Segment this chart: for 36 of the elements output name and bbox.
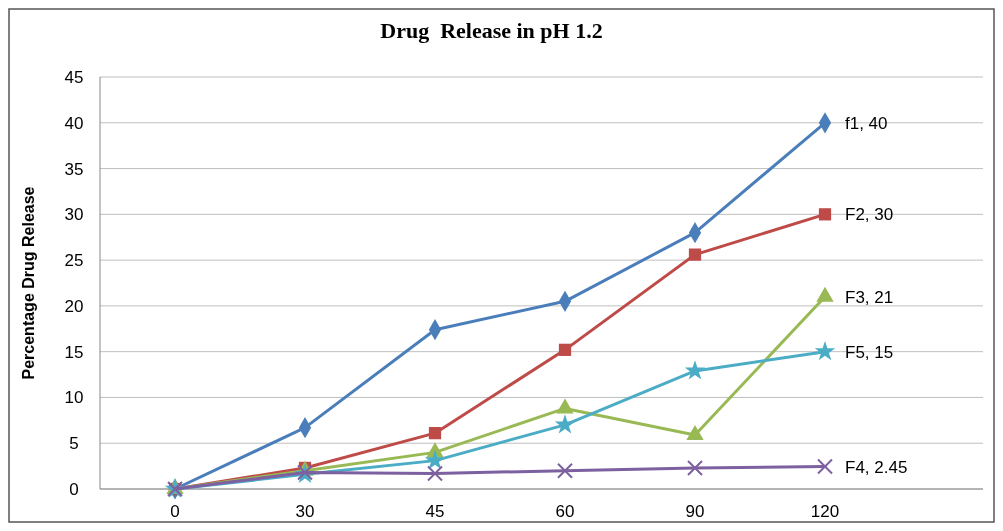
y-tick-label: 0	[69, 479, 79, 499]
y-axis-title: Percentage Drug Release	[20, 186, 37, 380]
x-tick-label: 45	[425, 502, 445, 521]
point	[428, 427, 442, 440]
y-tick-label: 30	[64, 205, 84, 225]
data-label: F3, 21	[845, 287, 894, 307]
point	[688, 248, 702, 261]
x-tick-label: 120	[810, 502, 840, 521]
y-tick-label: 40	[64, 113, 84, 133]
point	[816, 458, 834, 475]
y-tick-label: 35	[64, 159, 84, 179]
point	[558, 343, 572, 356]
x-tick-label: 0	[170, 502, 180, 521]
point	[424, 449, 446, 470]
point	[556, 398, 574, 414]
x-tick-label: 60	[555, 502, 575, 521]
point	[686, 459, 704, 476]
data-label: f1, 40	[845, 113, 888, 133]
point	[556, 462, 574, 479]
data-label: F2, 30	[845, 205, 894, 225]
point	[818, 208, 832, 221]
point	[684, 360, 706, 380]
x-tick-label: 30	[295, 502, 315, 521]
x-tick-label: 90	[685, 502, 705, 521]
point	[814, 340, 836, 361]
data-label: F4, 2.45	[845, 457, 908, 477]
y-tick-label: 5	[69, 434, 79, 454]
y-tick-label: 15	[64, 342, 84, 362]
y-tick-label: 20	[64, 296, 84, 316]
point	[554, 414, 576, 434]
y-tick-label: 45	[64, 67, 84, 87]
y-tick-label: 25	[64, 251, 84, 271]
chart-title: Drug Release in pH 1.2	[380, 18, 603, 43]
data-label: F5, 15	[845, 342, 894, 362]
y-tick-label: 10	[64, 388, 84, 408]
point	[426, 465, 444, 482]
